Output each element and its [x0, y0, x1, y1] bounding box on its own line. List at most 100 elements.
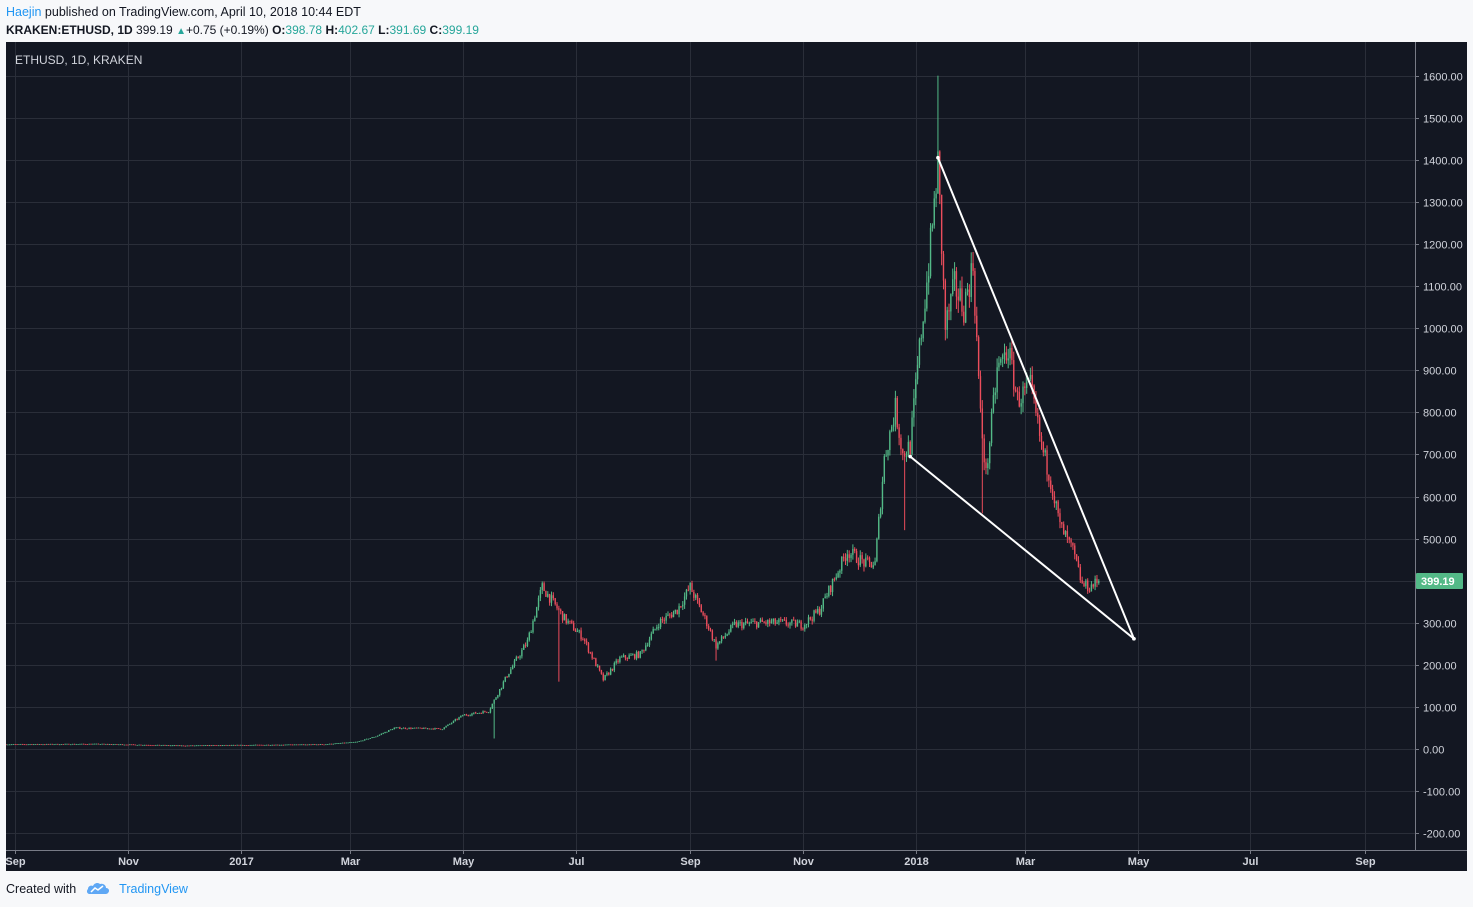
candle-body	[160, 745, 163, 747]
candle-body	[617, 660, 619, 662]
candle-body	[55, 743, 57, 745]
symbol-label: KRAKEN:ETHUSD, 1D	[6, 23, 133, 37]
candle	[872, 561, 874, 570]
candle-body	[983, 438, 985, 463]
price-chart[interactable]: 1600.00 1500.00 1400.00 1300.00 1200.00 1100.…	[6, 42, 1467, 871]
candle	[190, 745, 192, 747]
x-tick-label: Sep	[680, 856, 700, 868]
candle-body	[86, 744, 89, 745]
candle	[652, 626, 654, 634]
candle	[449, 723, 451, 725]
candle-body	[595, 658, 597, 667]
candle-body	[868, 557, 871, 562]
candle	[931, 223, 934, 232]
candle-body	[345, 742, 347, 744]
candle-body	[791, 619, 793, 623]
candle	[837, 570, 839, 579]
candle-body	[835, 577, 837, 580]
candle-body	[471, 713, 473, 716]
candle	[295, 744, 298, 746]
candle	[909, 440, 911, 457]
candle	[878, 513, 880, 540]
y-tick-label: 1200.00	[1423, 240, 1463, 252]
author-link[interactable]: Haejin	[6, 5, 42, 19]
candle	[696, 593, 699, 604]
candle	[915, 372, 917, 406]
candle-body	[443, 727, 445, 730]
candle	[989, 441, 991, 470]
candle-body	[131, 744, 133, 746]
candle-body	[674, 609, 677, 613]
candle-body	[75, 744, 77, 745]
candle-body	[450, 722, 453, 724]
candle-body	[1005, 352, 1008, 361]
y-tick-label: 700.00	[1423, 450, 1457, 462]
candle	[554, 597, 556, 606]
candle-body	[223, 745, 225, 746]
candle	[360, 740, 362, 742]
candle-body	[959, 288, 961, 301]
candle-body	[118, 744, 120, 746]
tradingview-cloud-icon[interactable]	[86, 881, 110, 895]
candle-body	[151, 745, 153, 746]
tradingview-link[interactable]: TradingView	[119, 882, 188, 896]
candle-body	[245, 745, 248, 746]
time-axis[interactable]: Sep Nov 2017 Mar May Jul Sep Nov 2018 Mar May Jul Se…	[6, 850, 1467, 871]
candle	[77, 744, 79, 745]
candle	[685, 588, 688, 600]
candle-body	[658, 627, 660, 628]
candle-body	[1046, 450, 1048, 475]
candle-body	[306, 744, 309, 746]
candle-body	[303, 744, 305, 746]
candle	[421, 727, 423, 730]
candle-body	[53, 744, 55, 746]
candle	[12, 744, 15, 745]
candle-body	[597, 665, 599, 667]
candle-body	[478, 712, 481, 714]
candle	[739, 619, 741, 626]
candle-body	[34, 744, 37, 745]
candle-body	[258, 744, 261, 746]
chart-panel[interactable]: 1600.00 1500.00 1400.00 1300.00 1200.00 1100.…	[6, 42, 1467, 871]
candle	[240, 744, 242, 746]
candle-body	[1042, 441, 1045, 453]
candle	[528, 631, 530, 642]
candle	[948, 303, 950, 321]
candle-body	[872, 565, 874, 568]
candle	[916, 356, 919, 385]
candle	[863, 558, 865, 572]
candle	[683, 592, 686, 609]
candle-body	[761, 619, 763, 622]
candle	[722, 636, 725, 639]
candle	[1040, 432, 1043, 450]
candle-body	[896, 397, 898, 428]
candle-body	[499, 689, 501, 696]
candle-body	[854, 548, 856, 551]
candle-body	[702, 612, 704, 615]
price-axis[interactable]: 1600.00 1500.00 1400.00 1300.00 1200.00 1100.…	[1415, 42, 1467, 871]
candle-body	[260, 744, 262, 746]
candle-body	[256, 744, 259, 746]
candle-body	[765, 622, 767, 624]
trendlines[interactable]	[908, 155, 1136, 641]
candle	[108, 743, 111, 745]
candle	[783, 617, 786, 621]
candle-body	[123, 744, 126, 746]
candle	[519, 655, 521, 660]
candle-body	[667, 614, 669, 616]
candle	[500, 687, 503, 691]
candle	[401, 728, 403, 730]
candle-body	[64, 743, 66, 745]
candle	[502, 680, 505, 689]
candle-body	[567, 620, 569, 623]
candle	[524, 642, 527, 648]
candle-body	[354, 741, 357, 743]
candle-body	[763, 621, 765, 623]
candle	[687, 585, 690, 592]
candle	[1035, 391, 1037, 417]
candle	[1081, 576, 1083, 584]
candle	[985, 458, 987, 475]
candle-body	[794, 620, 797, 627]
candle-body	[33, 744, 35, 746]
candle	[591, 651, 593, 660]
